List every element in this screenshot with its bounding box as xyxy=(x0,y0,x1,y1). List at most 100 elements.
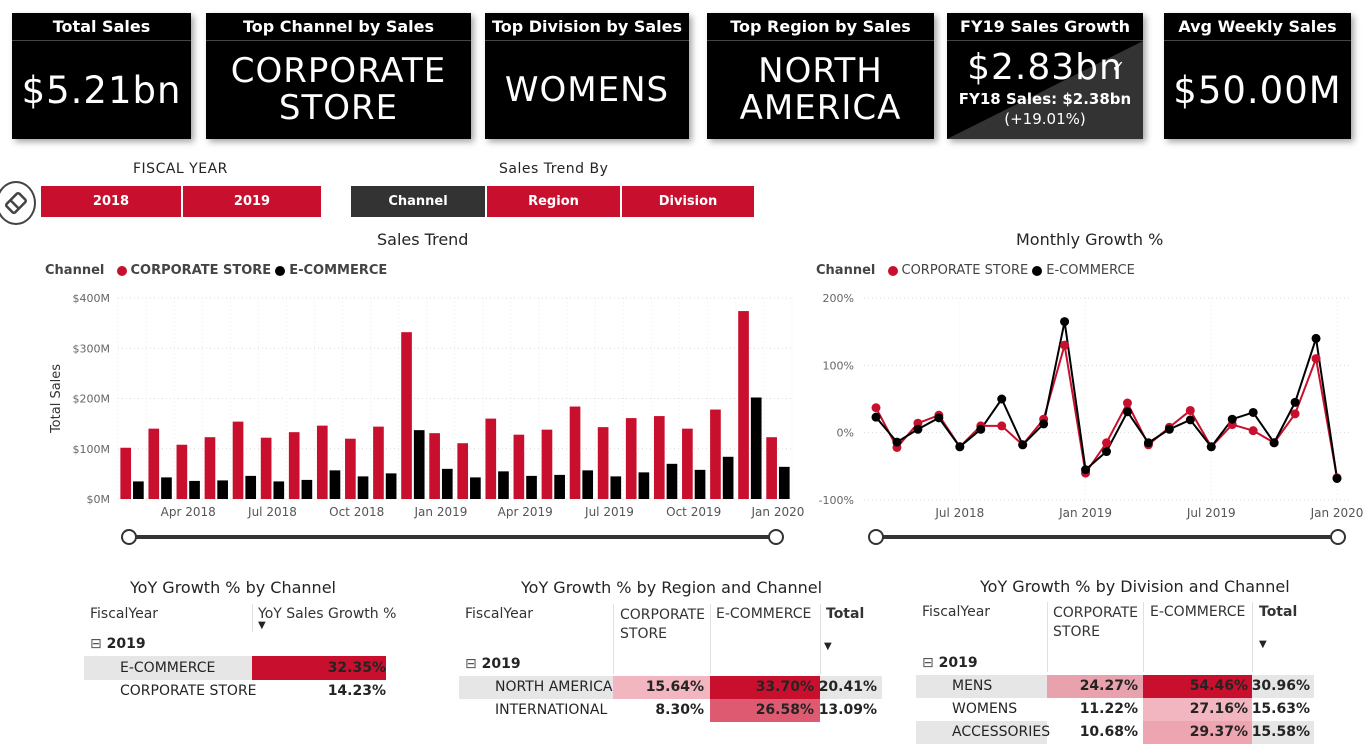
range-slider-handle-end[interactable] xyxy=(768,529,784,545)
bar-corporate-store[interactable] xyxy=(232,421,244,499)
point-corporate-store[interactable] xyxy=(1122,398,1132,408)
point-ecommerce[interactable] xyxy=(1311,333,1321,343)
point-ecommerce[interactable] xyxy=(913,424,923,434)
bar-ecommerce[interactable] xyxy=(441,468,453,499)
bar-corporate-store[interactable] xyxy=(204,437,216,499)
point-ecommerce[interactable] xyxy=(1081,465,1091,475)
row-label[interactable]: E-COMMERCE xyxy=(120,660,216,676)
bar-ecommerce[interactable] xyxy=(694,469,706,499)
row-label[interactable]: NORTH AMERICA xyxy=(495,679,613,695)
fiscal-year-2018-button[interactable]: 2018 xyxy=(41,186,181,217)
bar-ecommerce[interactable] xyxy=(189,480,200,499)
cell-ecommerce[interactable]: 33.70% xyxy=(755,679,814,695)
col-header-corporate[interactable]: CORPORATE STORE xyxy=(1053,605,1139,640)
cell-corporate[interactable]: 15.64% xyxy=(645,679,704,695)
sort-desc-icon[interactable]: ▼ xyxy=(1259,639,1267,650)
point-ecommerce[interactable] xyxy=(1122,407,1132,417)
bar-corporate-store[interactable] xyxy=(541,429,553,499)
point-ecommerce[interactable] xyxy=(1143,438,1153,448)
col-header-fiscalyear[interactable]: FiscalYear xyxy=(90,606,159,622)
row-label[interactable]: MENS xyxy=(952,678,993,694)
point-ecommerce[interactable] xyxy=(997,394,1007,404)
bar-corporate-store[interactable] xyxy=(176,444,188,499)
row-label[interactable]: ACCESSORIES xyxy=(952,724,1051,740)
bar-ecommerce[interactable] xyxy=(554,474,565,499)
bar-corporate-store[interactable] xyxy=(653,416,665,499)
point-ecommerce[interactable] xyxy=(934,413,944,423)
col-header-total[interactable]: Total xyxy=(826,606,865,622)
range-slider-handle-start[interactable] xyxy=(868,529,884,545)
point-ecommerce[interactable] xyxy=(1185,415,1195,425)
bar-ecommerce[interactable] xyxy=(161,477,172,499)
col-header-ecommerce[interactable]: E-COMMERCE xyxy=(1150,604,1246,620)
cell-total[interactable]: 15.58% xyxy=(1251,724,1310,740)
row-value[interactable]: 14.23% xyxy=(327,683,386,699)
cell-total[interactable]: 13.09% xyxy=(818,702,877,718)
cell-ecommerce[interactable]: 27.16% xyxy=(1189,701,1248,717)
expand-2019-toggle[interactable]: ⊟ 2019 xyxy=(90,636,146,652)
bar-corporate-store[interactable] xyxy=(120,447,132,499)
bar-ecommerce[interactable] xyxy=(217,480,228,499)
cell-total[interactable]: 30.96% xyxy=(1251,678,1310,694)
point-ecommerce[interactable] xyxy=(1332,473,1342,483)
bar-corporate-store[interactable] xyxy=(345,438,356,499)
cell-corporate[interactable]: 11.22% xyxy=(1079,701,1138,717)
fiscal-year-2019-button[interactable]: 2019 xyxy=(183,186,321,217)
cell-total[interactable]: 15.63% xyxy=(1251,701,1310,717)
point-ecommerce[interactable] xyxy=(1290,397,1300,407)
row-label[interactable]: WOMENS xyxy=(952,701,1018,717)
cell-corporate[interactable]: 8.30% xyxy=(655,702,704,718)
col-header-total[interactable]: Total xyxy=(1259,604,1298,620)
bar-corporate-store[interactable] xyxy=(457,443,469,499)
bar-corporate-store[interactable] xyxy=(148,428,160,499)
bar-ecommerce[interactable] xyxy=(610,476,622,499)
clear-filters-button[interactable] xyxy=(0,181,36,225)
bar-corporate-store[interactable] xyxy=(738,311,749,499)
point-corporate-store[interactable] xyxy=(1102,438,1111,448)
point-corporate-store[interactable] xyxy=(997,421,1007,431)
point-ecommerce[interactable] xyxy=(1227,414,1237,424)
point-corporate-store[interactable] xyxy=(1248,426,1258,436)
col-header-corporate[interactable]: CORPORATE STORE xyxy=(620,607,706,642)
bar-corporate-store[interactable] xyxy=(485,418,497,499)
point-corporate-store[interactable] xyxy=(871,403,881,413)
bar-corporate-store[interactable] xyxy=(429,433,440,499)
point-ecommerce[interactable] xyxy=(1248,407,1258,417)
cell-corporate[interactable]: 10.68% xyxy=(1079,724,1138,740)
bar-ecommerce[interactable] xyxy=(750,397,762,499)
bar-corporate-store[interactable] xyxy=(710,409,721,499)
expand-2019-toggle[interactable]: ⊟ 2019 xyxy=(922,655,978,671)
cell-total[interactable]: 20.41% xyxy=(818,679,877,695)
point-corporate-store[interactable] xyxy=(1185,405,1195,415)
bar-ecommerce[interactable] xyxy=(301,479,313,499)
bar-ecommerce[interactable] xyxy=(666,463,678,499)
bar-corporate-store[interactable] xyxy=(766,437,777,499)
point-ecommerce[interactable] xyxy=(955,442,965,452)
bar-ecommerce[interactable] xyxy=(470,477,481,499)
expand-2019-toggle[interactable]: ⊟ 2019 xyxy=(465,656,521,672)
point-ecommerce[interactable] xyxy=(1060,317,1070,327)
bar-ecommerce[interactable] xyxy=(498,471,509,499)
bar-corporate-store[interactable] xyxy=(597,427,609,499)
bar-ecommerce[interactable] xyxy=(778,466,790,499)
bar-corporate-store[interactable] xyxy=(401,332,412,499)
bar-ecommerce[interactable] xyxy=(582,470,594,499)
bar-corporate-store[interactable] xyxy=(625,418,637,499)
bar-corporate-store[interactable] xyxy=(569,406,581,499)
point-ecommerce[interactable] xyxy=(1206,442,1216,452)
col-header-fiscalyear[interactable]: FiscalYear xyxy=(922,604,991,620)
bar-corporate-store[interactable] xyxy=(316,425,328,499)
bar-ecommerce[interactable] xyxy=(385,473,397,499)
row-label[interactable]: INTERNATIONAL xyxy=(495,702,608,718)
col-header-fiscalyear[interactable]: FiscalYear xyxy=(465,606,534,622)
range-slider-handle-end[interactable] xyxy=(1330,529,1346,545)
cell-ecommerce[interactable]: 54.46% xyxy=(1189,678,1248,694)
bar-ecommerce[interactable] xyxy=(133,481,144,499)
trend-by-region-button[interactable]: Region xyxy=(487,186,620,217)
trend-by-channel-button[interactable]: Channel xyxy=(351,186,485,217)
cell-ecommerce[interactable]: 29.37% xyxy=(1189,724,1248,740)
range-slider-handle-start[interactable] xyxy=(121,529,137,545)
point-ecommerce[interactable] xyxy=(976,424,986,434)
bar-ecommerce[interactable] xyxy=(722,456,734,499)
line-corporate-store[interactable] xyxy=(875,344,1338,478)
